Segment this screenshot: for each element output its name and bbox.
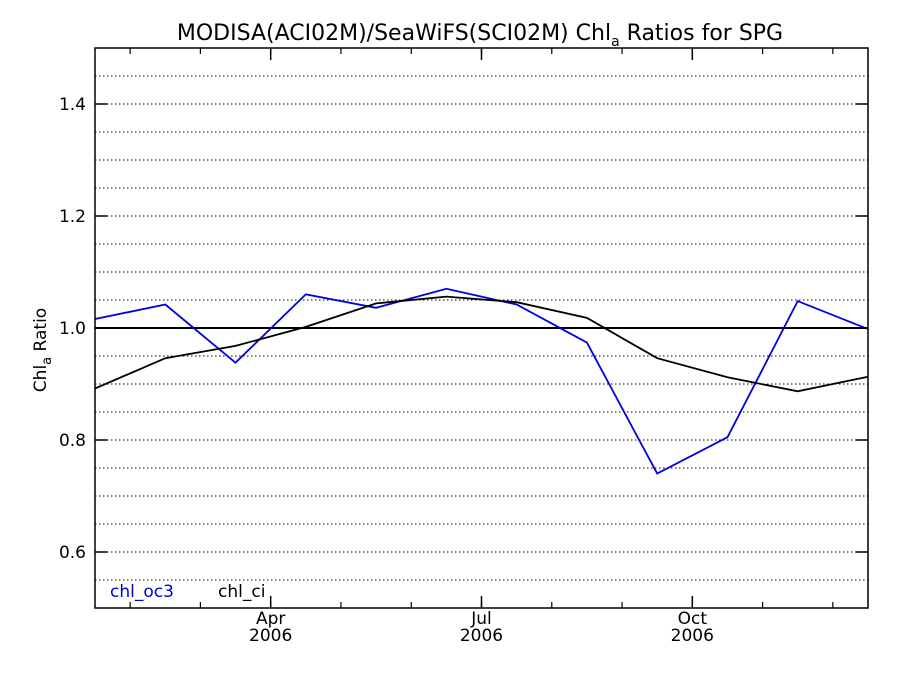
chart-title: MODISA(ACI02M)/SeaWiFS(SCI02M) Chla Rati… [177,21,783,50]
x-tick-year-label: 2006 [671,626,714,646]
y-axis-label-subscript: a [40,357,55,365]
chart-title-main: MODISA(ACI02M)/SeaWiFS(SCI02M) Chl [177,21,611,46]
y-axis-ticks: 0.6 0.8 1.0 1.2 1.4 [59,95,868,563]
x-tick-month-label: Apr [256,609,285,629]
series-line-chl_oc3 [94,287,869,475]
series-line-chl_ci [94,295,869,393]
x-tick-year-label: 2006 [249,626,292,646]
chart-title-rest: Ratios for SPG [620,21,783,46]
chart-title-subscript: a [611,34,620,50]
x-tick-year-label: 2006 [460,626,503,646]
x-tick-month-label: Jul [470,609,492,629]
y-tick-label: 1.0 [59,319,86,339]
y-axis-label: Chla Ratio [31,308,55,392]
y-axis-label-rest: Ratio [31,308,51,357]
series-layer [94,287,869,475]
y-tick-label: 0.6 [59,543,86,563]
x-tick-month-label: Oct [678,609,708,629]
y-axis-label-main: Chl [31,365,51,392]
legend: chl_oc3 chl_ci [110,582,265,602]
grid-lines [95,75,868,581]
legend-entry-chl_oc3: chl_oc3 [110,582,174,602]
y-tick-label: 1.4 [59,95,86,115]
y-tick-label: 1.2 [59,207,86,227]
legend-entry-chl_ci: chl_ci [218,582,265,602]
y-tick-label: 0.8 [59,431,86,451]
